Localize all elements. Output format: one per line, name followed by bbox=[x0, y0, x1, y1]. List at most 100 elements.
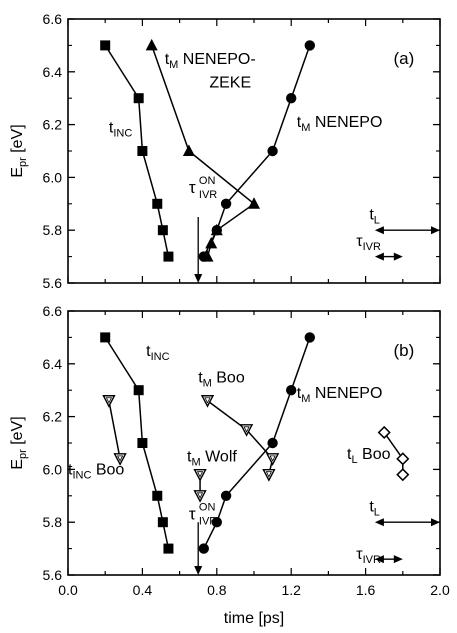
panel-a-arrow-down-head bbox=[194, 274, 202, 283]
panel-a-annotation-tinc: tINC bbox=[109, 120, 132, 140]
panel-b-data-point-s0-4 bbox=[158, 517, 168, 527]
panel-b-y-axis-label-sub: pr bbox=[17, 449, 29, 459]
panel-a-annotation-tau-ivr: τIVR bbox=[356, 233, 381, 253]
panel-b-xtick-label: 0.4 bbox=[133, 582, 153, 598]
panel-a-tau-on-symbol: τ bbox=[189, 178, 196, 197]
panel-a-ytick-label: 5.8 bbox=[43, 222, 63, 238]
panel-b-arrow-down-head bbox=[194, 566, 202, 575]
panel-a-data-point-s2-5 bbox=[199, 251, 209, 261]
panel-a-data-point-s2-1 bbox=[286, 93, 296, 103]
panel-a-data-point-s0-4 bbox=[158, 225, 168, 235]
panel-b-xtick-label: 0.8 bbox=[207, 582, 227, 598]
panel-a-data-point-s0-0 bbox=[100, 40, 110, 50]
panel-a-ytick-label: 5.6 bbox=[43, 275, 63, 291]
panel-b-data-point-s0-5 bbox=[163, 544, 173, 554]
panel-b-annotation-tl-sub: L bbox=[374, 507, 380, 519]
panel-a-data-point-s0-1 bbox=[134, 93, 144, 103]
panel-b-plot-frame bbox=[68, 311, 440, 575]
panel-b-annotation-tinc-sub: INC bbox=[151, 351, 170, 363]
panel-b-annotation-tm-nenepo-text: NENEPO bbox=[310, 385, 382, 402]
panel-b-xtick-label: 1.6 bbox=[356, 582, 376, 598]
panel-b-data-point-s0-2 bbox=[137, 438, 147, 448]
panel-a-annotation-tm-nenepo-sub: M bbox=[301, 122, 310, 134]
panel-a-data-point-s2-3 bbox=[221, 199, 231, 209]
panel-b-annotation-tm-boo-sub: M bbox=[203, 377, 212, 389]
panel-b-xtick-label: 1.2 bbox=[281, 582, 301, 598]
panel-b-annotation-tm-boo: tM Boo bbox=[198, 369, 245, 389]
panel-b-annotation-tl-boo: tL Boo bbox=[347, 446, 391, 466]
panel-a-double-arrow-2-right-head bbox=[394, 253, 403, 261]
panel-b-tau-on-symbol: τ bbox=[189, 505, 196, 524]
panel-b-double-arrow-1-right-head bbox=[431, 518, 440, 526]
panel-b-annotation-tinc-boo-text: Boo bbox=[91, 462, 124, 479]
panel-a-data-point-s1-0 bbox=[146, 39, 158, 51]
panel-a-annotation-tinc-sub: INC bbox=[113, 128, 132, 140]
panel-b-data-point-s1-2 bbox=[267, 438, 277, 448]
panel-a-ytick-label: 6.6 bbox=[43, 11, 63, 27]
panel-b-tau-on-sub: IVR bbox=[199, 516, 217, 528]
panel-b-annotation-tm-wolf-text: Wolf bbox=[201, 448, 238, 465]
panel-b-data-point-s1-3 bbox=[221, 491, 231, 501]
panel-b-y-axis-label-main: E bbox=[9, 459, 26, 470]
panel-b-annotation-tm-boo-text: Boo bbox=[212, 369, 245, 386]
panel-b-series-line-0 bbox=[105, 337, 168, 548]
panel-b-annotation-tinc-boo-sub: INC bbox=[72, 470, 91, 482]
panel-b-data-point-s1-1 bbox=[286, 385, 296, 395]
panel-b-series-line-2 bbox=[109, 401, 120, 459]
panel-a-double-arrow-1-left-head bbox=[375, 226, 384, 234]
panel-b-data-point-s5-1 bbox=[397, 453, 408, 464]
panel-b-data-point-s5-0 bbox=[379, 427, 390, 438]
panel-a-annotation-tau-ivr-sub: IVR bbox=[363, 241, 381, 253]
panel-a-annotation-zeke: ZEKE bbox=[209, 75, 251, 92]
panel-a-data-point-s0-3 bbox=[152, 199, 162, 209]
panel-b-ytick-label: 6.4 bbox=[43, 356, 63, 372]
panel-a-tau-on-sub: IVR bbox=[199, 189, 217, 201]
panel-a-ytick-label: 6.0 bbox=[43, 169, 63, 185]
panel-b-double-arrow-2-right-head bbox=[394, 555, 403, 563]
panel-b-y-axis-label: Epr [eV] bbox=[9, 416, 29, 469]
panel-a-annotation-tl: tL bbox=[369, 207, 380, 227]
panel-a-ytick-label: 6.4 bbox=[43, 64, 63, 80]
panel-b-annotation-tl: tL bbox=[369, 499, 380, 519]
panel-a-y-axis-label-unit: [eV] bbox=[9, 124, 26, 157]
panel-b-x-axis-label: time [ps] bbox=[224, 610, 284, 627]
panel-a-ytick-label: 6.2 bbox=[43, 117, 63, 133]
panel-b-annotation-tl-boo-text: Boo bbox=[358, 446, 391, 463]
panel-a-data-point-s1-2 bbox=[248, 197, 260, 209]
panel-b-xtick-label: 0.0 bbox=[58, 582, 78, 598]
panel-a-y-axis-label-main: E bbox=[9, 167, 26, 178]
panel-b-annotation-tm-nenepo-sub: M bbox=[301, 393, 310, 405]
panel-b-annotation-tm-wolf: tM Wolf bbox=[187, 448, 237, 468]
panel-a-data-point-s0-2 bbox=[137, 146, 147, 156]
panel-a-annotation-tm-zeke: tM NENEPO- bbox=[165, 51, 256, 71]
panel-a-annotation-tm-zeke-sub: M bbox=[169, 59, 178, 71]
panel-b-ytick-label: 5.6 bbox=[43, 567, 63, 583]
panel-b-data-point-s1-5 bbox=[199, 543, 209, 553]
panel-a-double-arrow-1-right-head bbox=[431, 226, 440, 234]
panel-a-data-point-s2-2 bbox=[267, 146, 277, 156]
panel-a-y-axis-label: Epr [eV] bbox=[9, 124, 29, 177]
panel-b-data-point-s0-1 bbox=[134, 385, 144, 395]
panel-b-annotation-tinc-boo: tINC Boo bbox=[68, 462, 124, 482]
panel-b-xtick-label: 2.0 bbox=[430, 582, 450, 598]
panel-b-panel-label: (b) bbox=[394, 341, 415, 360]
panel-b-annotation-tm-wolf-sub: M bbox=[191, 456, 200, 468]
panel-b-annotation-tm-nenepo: tM NENEPO bbox=[297, 385, 383, 405]
panel-b-data-point-s0-0 bbox=[100, 332, 110, 342]
panel-a-data-point-s2-4 bbox=[212, 225, 222, 235]
panel-a-annotation-tm-nenepo-text: NENEPO bbox=[310, 114, 382, 131]
panel-b-ytick-label: 6.6 bbox=[43, 303, 63, 319]
panel-a-data-point-s2-0 bbox=[305, 40, 315, 50]
panel-a-double-arrow-2-left-head bbox=[375, 253, 384, 261]
panel-b-data-point-s5-2 bbox=[397, 469, 408, 480]
panel-b-ytick-label: 5.8 bbox=[43, 514, 63, 530]
panel-b-ytick-label: 6.2 bbox=[43, 409, 63, 425]
panel-a-data-point-s1-1 bbox=[183, 145, 195, 157]
panel-b-annotation-tau-ivr: τIVR bbox=[356, 546, 381, 566]
panel-a-y-axis-label-sub: pr bbox=[17, 157, 29, 167]
panel-a-annotation-zeke-text: ZEKE bbox=[209, 75, 251, 92]
panel-b-annotation-tinc: tINC bbox=[146, 343, 169, 363]
panel-a-series-line-0 bbox=[105, 45, 168, 256]
panel-b-double-arrow-1-left-head bbox=[375, 518, 384, 526]
